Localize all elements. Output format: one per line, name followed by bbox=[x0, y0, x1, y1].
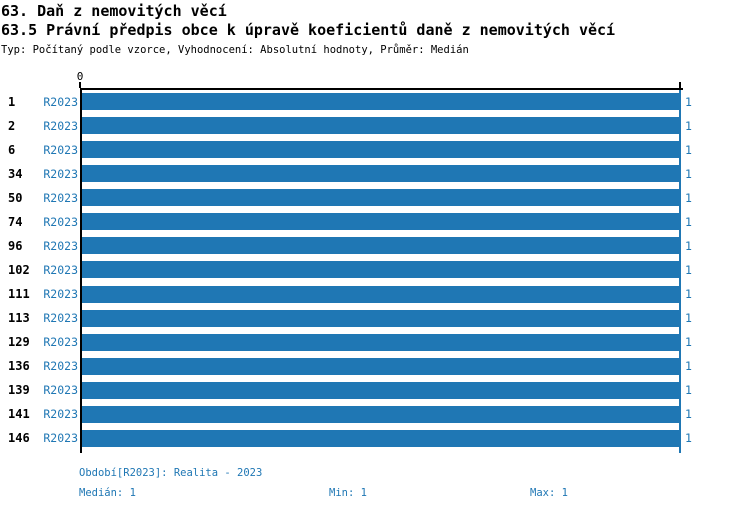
y-axis-line bbox=[80, 88, 82, 453]
category-label: 1 bbox=[8, 94, 16, 109]
series-period-label: R2023 bbox=[43, 311, 78, 326]
data-bar bbox=[82, 117, 679, 135]
bar-value-label: 1 bbox=[685, 431, 692, 446]
series-period-label: R2023 bbox=[43, 214, 78, 229]
category-label: 139 bbox=[8, 383, 30, 398]
footer-median-label: Medián: 1 bbox=[79, 487, 136, 499]
data-bar bbox=[82, 429, 679, 447]
max-value-reference-line bbox=[679, 90, 681, 453]
footer-max-label: Max: 1 bbox=[530, 487, 568, 499]
bar-row: 74 R2023 1 bbox=[0, 210, 750, 234]
bar-row: 1 R2023 1 bbox=[0, 90, 750, 114]
series-period-label: R2023 bbox=[43, 287, 78, 302]
bar-row: 50 R2023 1 bbox=[0, 186, 750, 210]
series-period-label: R2023 bbox=[43, 335, 78, 350]
bar-value-label: 1 bbox=[685, 142, 692, 157]
category-label: 129 bbox=[8, 335, 30, 350]
data-bar bbox=[82, 141, 679, 159]
chart-meta-line: Typ: Počítaný podle vzorce, Vyhodnocení:… bbox=[1, 44, 469, 56]
data-bar bbox=[82, 357, 679, 375]
category-label: 111 bbox=[8, 287, 30, 302]
category-label: 141 bbox=[8, 407, 30, 422]
series-period-label: R2023 bbox=[43, 359, 78, 374]
bar-value-label: 1 bbox=[685, 311, 692, 326]
bar-row: 113 R2023 1 bbox=[0, 306, 750, 330]
bar-value-label: 1 bbox=[685, 383, 692, 398]
category-label: 50 bbox=[8, 190, 23, 205]
bar-value-label: 1 bbox=[685, 287, 692, 302]
data-bar bbox=[82, 381, 679, 399]
category-label: 146 bbox=[8, 431, 30, 446]
x-axis-line bbox=[80, 88, 683, 90]
category-label: 2 bbox=[8, 118, 16, 133]
bar-value-label: 1 bbox=[685, 335, 692, 350]
series-period-label: R2023 bbox=[43, 94, 78, 109]
data-bar bbox=[82, 93, 679, 110]
data-bar bbox=[82, 165, 679, 183]
data-bar bbox=[82, 189, 679, 207]
bar-value-label: 1 bbox=[685, 262, 692, 277]
bar-row: 6 R2023 1 bbox=[0, 138, 750, 162]
bar-row: 2 R2023 1 bbox=[0, 114, 750, 138]
bar-row: 139 R2023 1 bbox=[0, 378, 750, 402]
data-bar bbox=[82, 309, 679, 327]
category-label: 102 bbox=[8, 262, 30, 277]
bar-value-label: 1 bbox=[685, 238, 692, 253]
category-label: 113 bbox=[8, 311, 30, 326]
x-axis-tick-zero bbox=[79, 82, 81, 88]
category-label: 34 bbox=[8, 166, 23, 181]
bar-value-label: 1 bbox=[685, 407, 692, 422]
category-label: 136 bbox=[8, 359, 30, 374]
bar-value-label: 1 bbox=[685, 118, 692, 133]
footer-min-label: Min: 1 bbox=[329, 487, 367, 499]
series-period-label: R2023 bbox=[43, 142, 78, 157]
data-bar bbox=[82, 261, 679, 279]
bar-row: 96 R2023 1 bbox=[0, 234, 750, 258]
bar-value-label: 1 bbox=[685, 214, 692, 229]
bar-value-label: 1 bbox=[685, 94, 692, 109]
series-period-label: R2023 bbox=[43, 383, 78, 398]
bar-row: 146 R2023 1 bbox=[0, 426, 750, 450]
chart-title: 63. Daň z nemovitých věcí bbox=[1, 2, 227, 20]
bar-value-label: 1 bbox=[685, 166, 692, 181]
category-label: 74 bbox=[8, 214, 23, 229]
category-label: 6 bbox=[8, 142, 16, 157]
x-axis-tick-one bbox=[679, 82, 681, 88]
data-bar bbox=[82, 213, 679, 231]
bar-row: 111 R2023 1 bbox=[0, 282, 750, 306]
chart-subtitle: 63.5 Právní předpis obce k úpravě koefic… bbox=[1, 21, 616, 39]
bar-value-label: 1 bbox=[685, 190, 692, 205]
bar-row: 129 R2023 1 bbox=[0, 330, 750, 354]
bar-row: 102 R2023 1 bbox=[0, 258, 750, 282]
data-bar bbox=[82, 405, 679, 423]
bar-value-label: 1 bbox=[685, 359, 692, 374]
bar-row: 34 R2023 1 bbox=[0, 162, 750, 186]
category-label: 96 bbox=[8, 238, 23, 253]
data-bar bbox=[82, 333, 679, 351]
footer-period-label: Období[R2023]: Realita - 2023 bbox=[79, 467, 263, 479]
bar-row: 141 R2023 1 bbox=[0, 402, 750, 426]
series-period-label: R2023 bbox=[43, 262, 78, 277]
series-period-label: R2023 bbox=[43, 190, 78, 205]
series-period-label: R2023 bbox=[43, 166, 78, 181]
data-bar bbox=[82, 237, 679, 255]
bar-row: 136 R2023 1 bbox=[0, 354, 750, 378]
series-period-label: R2023 bbox=[43, 238, 78, 253]
series-period-label: R2023 bbox=[43, 431, 78, 446]
series-period-label: R2023 bbox=[43, 407, 78, 422]
series-period-label: R2023 bbox=[43, 118, 78, 133]
x-axis-tick-label-zero: 0 bbox=[76, 70, 84, 83]
data-bar bbox=[82, 285, 679, 303]
